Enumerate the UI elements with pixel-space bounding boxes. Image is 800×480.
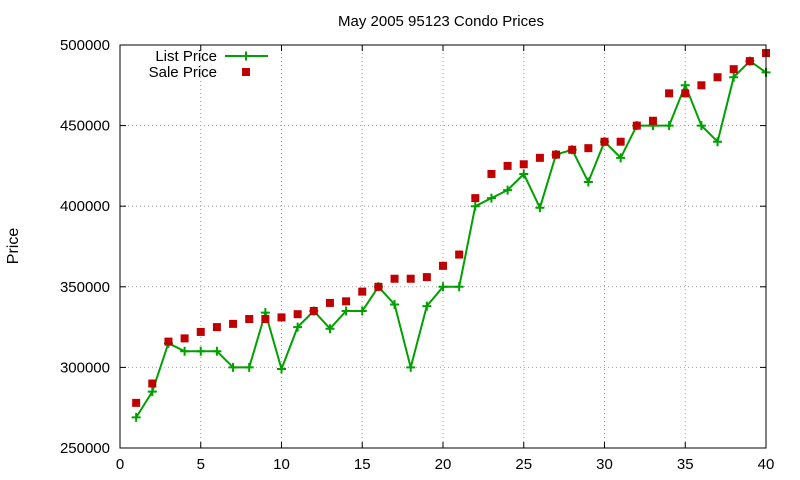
- sale-price-point: [180, 334, 189, 343]
- sale-price-point: [245, 315, 254, 324]
- legend-entry-list-price: List Price: [155, 48, 268, 65]
- list-price-point: [147, 387, 157, 397]
- list-price-point: [341, 306, 351, 316]
- x-tick-label: 25: [515, 456, 532, 473]
- sale-price-point: [293, 310, 302, 319]
- sale-price-point: [584, 144, 593, 153]
- sale-price-point: [439, 261, 447, 270]
- legend-label-sale-price: Sale Price: [149, 64, 217, 81]
- sale-price-point: [374, 282, 383, 291]
- data-series: [131, 49, 771, 422]
- sale-price-point: [503, 161, 512, 170]
- legend-marker-list-price: [241, 51, 251, 61]
- plot-frame: [119, 44, 767, 449]
- list-price-point: [616, 153, 626, 163]
- sale-price-point: [713, 73, 722, 82]
- sale-price-point: [390, 274, 399, 283]
- axis-ticks: 0 5 10 15 20 25 30 35 40 250000 300000 350000 400000…: [60, 37, 774, 473]
- legend-marker-sale-price: [242, 68, 250, 76]
- y-tick-label: 250000: [60, 440, 110, 457]
- y-tick-label: 300000: [60, 359, 110, 376]
- list-price-point: [519, 169, 529, 179]
- x-tick-label: 5: [197, 456, 205, 473]
- sale-price-point: [648, 116, 657, 125]
- sale-price-point: [229, 319, 238, 328]
- sale-price-point: [342, 297, 351, 306]
- sale-price-point: [665, 89, 674, 98]
- list-price-point: [357, 306, 367, 316]
- sale-price-point: [422, 273, 431, 282]
- list-price-point: [212, 346, 222, 356]
- legend-entry-sale-price: Sale Price: [149, 64, 250, 81]
- list-price-point: [293, 322, 303, 332]
- x-tick-label: 15: [354, 456, 371, 473]
- sale-price-point: [358, 287, 367, 296]
- sale-price-point: [277, 313, 286, 322]
- x-tick-label: 10: [273, 456, 290, 473]
- x-tick-label: 35: [677, 456, 694, 473]
- list-price-point: [180, 346, 190, 356]
- sale-price-point: [616, 137, 625, 146]
- sale-price-point: [632, 121, 641, 130]
- list-price-point: [470, 201, 480, 211]
- list-price-point: [131, 412, 141, 422]
- y-axis-label: Price: [5, 228, 22, 265]
- sale-price-point: [568, 145, 577, 154]
- list-price-point: [454, 282, 464, 292]
- y-tick-label: 350000: [60, 279, 110, 296]
- grid-lines: [120, 45, 766, 448]
- sale-price-point: [745, 57, 754, 66]
- sale-price-point: [552, 150, 561, 159]
- sale-price-point: [196, 327, 205, 336]
- list-price-point: [406, 362, 416, 372]
- x-tick-label: 30: [596, 456, 613, 473]
- sale-price-point: [148, 379, 157, 388]
- list-price-line: [135, 59, 767, 418]
- sale-price-point: [325, 298, 334, 307]
- sale-price-point: [697, 81, 706, 90]
- list-price-point: [244, 362, 254, 372]
- list-price-point: [486, 193, 496, 203]
- list-price-point: [196, 346, 206, 356]
- legend: List Price Sale Price: [149, 48, 268, 81]
- sale-price-point: [729, 65, 738, 74]
- list-price-point: [664, 121, 674, 131]
- x-tick-label: 40: [758, 456, 775, 473]
- chart-title: May 2005 95123 Condo Prices: [338, 13, 544, 30]
- legend-label-list-price: List Price: [155, 48, 217, 65]
- sale-price-point: [535, 153, 544, 162]
- sale-price-point: [132, 398, 141, 407]
- sale-price-point: [471, 194, 480, 203]
- sale-price-point: [309, 306, 318, 315]
- y-tick-label: 500000: [60, 37, 110, 54]
- list-price-point: [422, 301, 432, 311]
- y-tick-label: 450000: [60, 118, 110, 135]
- x-tick-label: 0: [116, 456, 124, 473]
- list-price-point: [325, 324, 335, 334]
- x-tick-label: 20: [435, 456, 452, 473]
- list-price-point: [729, 72, 739, 82]
- list-price-point: [535, 203, 545, 213]
- sale-price-point: [487, 169, 496, 178]
- list-price-point: [713, 137, 723, 147]
- sale-price-point: [261, 315, 270, 324]
- list-price-point: [390, 300, 400, 310]
- y-tick-label: 400000: [60, 198, 110, 215]
- list-price-point: [438, 282, 448, 292]
- sale-price-point: [600, 137, 609, 146]
- list-price-point: [583, 177, 593, 187]
- sale-price-point: [164, 337, 173, 346]
- list-price-point: [503, 185, 513, 195]
- sale-price-point: [519, 160, 528, 169]
- sale-price-point: [406, 274, 415, 283]
- sale-price-point: [681, 89, 690, 98]
- sale-price-point: [455, 250, 464, 259]
- list-price-point: [680, 80, 690, 90]
- sale-price-point: [212, 323, 221, 332]
- list-price-point: [277, 364, 286, 374]
- list-price-point: [228, 362, 238, 372]
- list-price-point: [696, 121, 706, 131]
